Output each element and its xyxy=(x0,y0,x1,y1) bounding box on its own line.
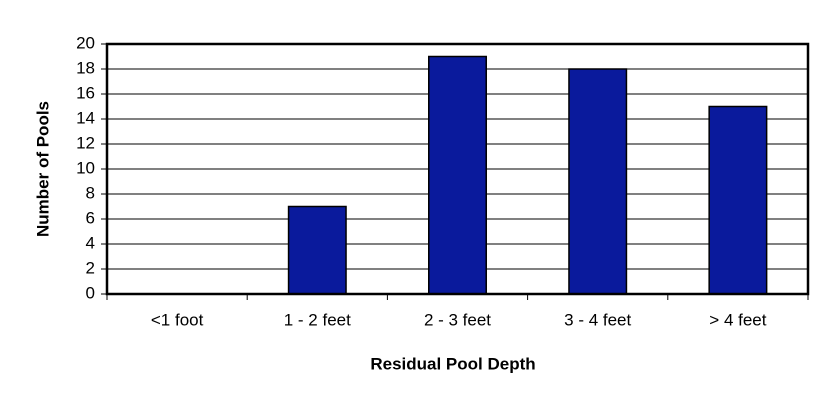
y-tick-label: 12 xyxy=(76,133,95,152)
bar xyxy=(568,68,628,295)
x-tick-label: 3 - 4 feet xyxy=(564,310,631,329)
y-tick-label: 16 xyxy=(76,83,95,102)
plot-border xyxy=(105,42,810,296)
y-tick-label: 14 xyxy=(76,108,95,127)
y-tick-label: 0 xyxy=(86,283,95,302)
y-tick-label: 18 xyxy=(76,58,95,77)
y-tick-label: 6 xyxy=(86,208,95,227)
y-tick-label: 8 xyxy=(86,183,95,202)
x-axis-title: Residual Pool Depth xyxy=(370,354,535,373)
x-tick-label: <1 foot xyxy=(151,310,204,329)
y-tick-label: 20 xyxy=(76,33,95,52)
y-tick-label: 10 xyxy=(76,158,95,177)
x-tick-label: 1 - 2 feet xyxy=(284,310,351,329)
bar xyxy=(428,55,487,295)
y-tick-label: 2 xyxy=(86,258,95,277)
x-tick-label: 2 - 3 feet xyxy=(424,310,491,329)
x-tick-label: > 4 feet xyxy=(709,310,766,329)
bar xyxy=(708,105,768,295)
y-axis-title: Number of Pools xyxy=(33,101,52,237)
bar xyxy=(287,205,347,295)
y-tick-label: 4 xyxy=(86,233,95,252)
